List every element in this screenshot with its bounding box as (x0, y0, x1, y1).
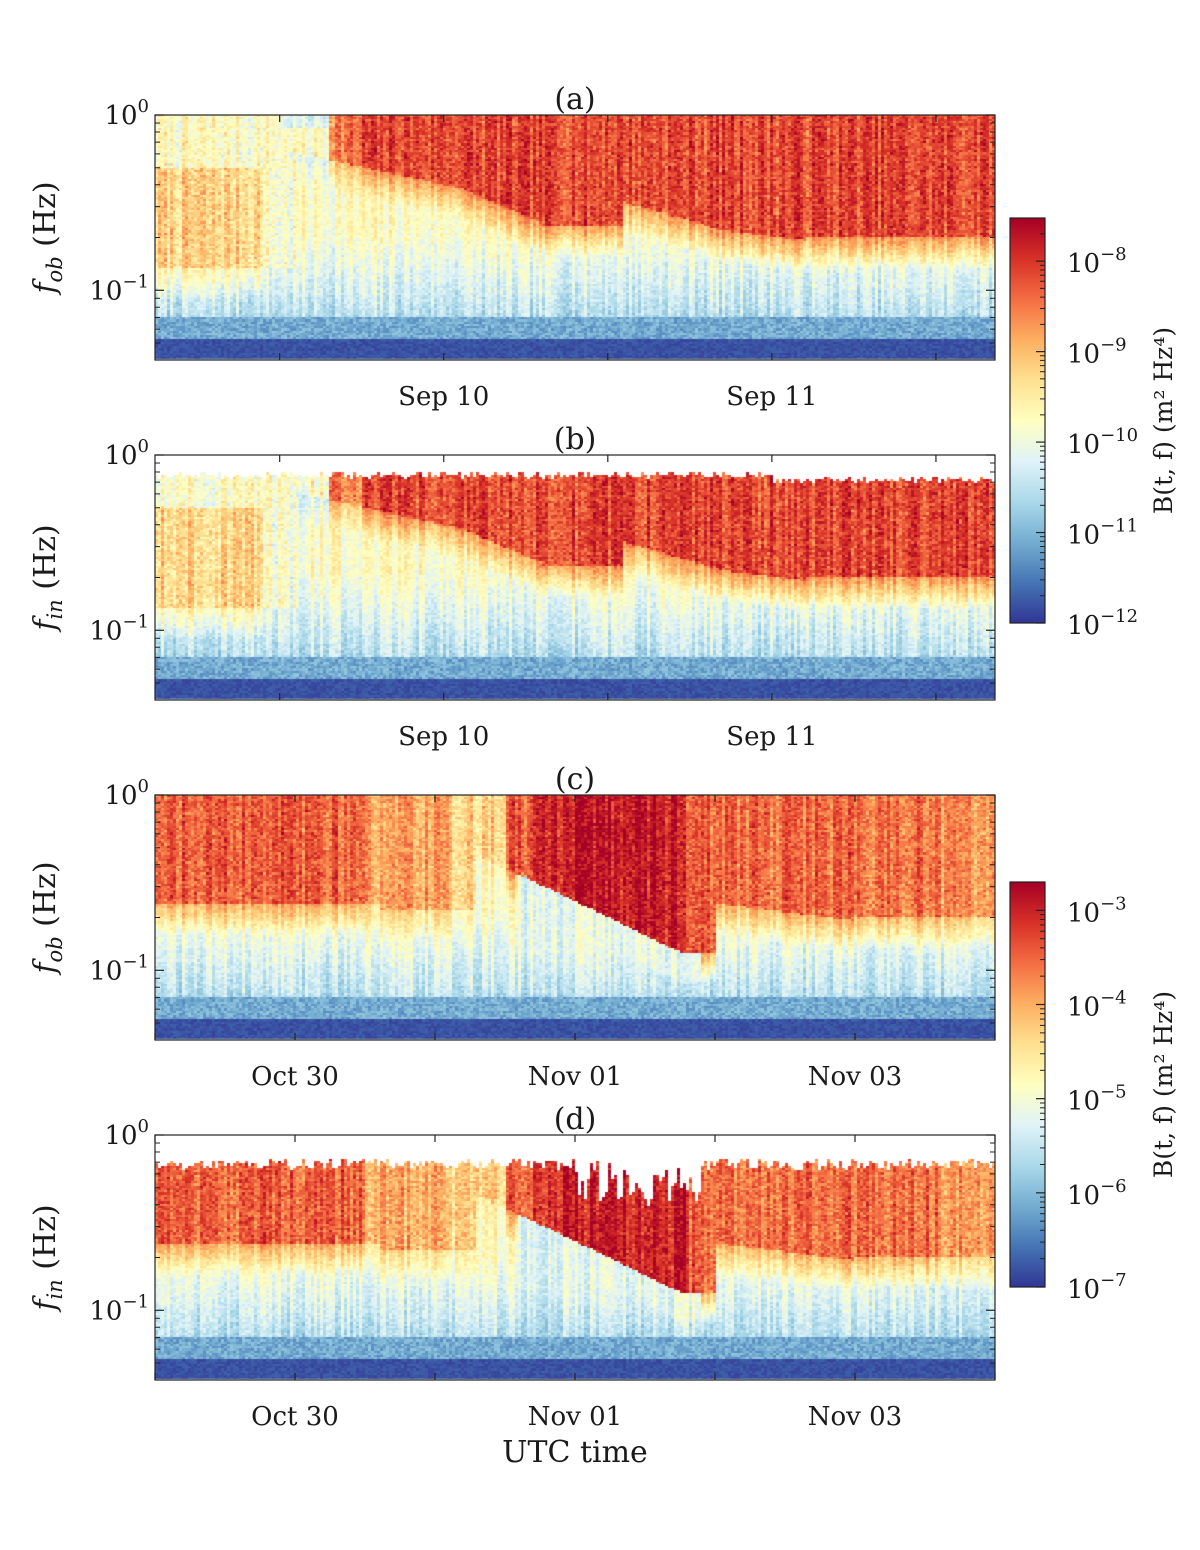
colorbar-tick-label: 10−11 (1067, 516, 1138, 551)
x-tick-label: Nov 03 (808, 1402, 902, 1432)
panel-title: (d) (554, 1102, 597, 1137)
y-minor-ticks (155, 802, 995, 1024)
y-axis-title: fin (Hz) (28, 524, 67, 632)
y-tick-label: 10−1 (89, 951, 149, 986)
y-minor-ticks (155, 462, 995, 684)
y-axis-title: fob (Hz) (28, 861, 67, 975)
colorbar-tick-label: 10−7 (1067, 1270, 1127, 1305)
colorbar-2: 10−3 10−4 10−5 10−6 10−7 B(t, f) (m² Hz⁴) (1009, 881, 1178, 1305)
x-axis-title: UTC time (502, 1435, 648, 1470)
x-tick-label: Nov 01 (528, 1062, 622, 1092)
colorbar-tick-label: 10−3 (1067, 893, 1127, 928)
y-tick-label: 100 (104, 96, 149, 131)
colorbar-tick-label: 10−5 (1067, 1082, 1127, 1117)
heatmap-image (155, 1135, 995, 1380)
x-tick-label: Sep 11 (726, 722, 817, 752)
y-tick-label: 100 (104, 436, 149, 471)
colorbar-gradient (1009, 217, 1046, 624)
colorbar-label: B(t, f) (m² Hz⁴) (1149, 327, 1178, 514)
panel-d: 100 10−1 Oct 30 Nov 01 Nov 03 (d) fin (Hz) (28, 1102, 996, 1432)
x-tick-label: Nov 01 (528, 1402, 622, 1432)
colorbar-gradient (1009, 881, 1046, 1288)
heatmap-image (155, 455, 995, 700)
y-minor-ticks (155, 1142, 995, 1364)
heatmap-image (155, 795, 995, 1040)
y-tick-label: 10−1 (89, 611, 149, 646)
panels: 100 10−1 Sep 10 Sep 11 (a) fob (Hz) 100 10−1 Sep… (28, 82, 996, 1432)
heatmap-image (155, 115, 995, 360)
y-tick-label: 10−1 (89, 1291, 149, 1326)
panel-b: 100 10−1 Sep 10 Sep 11 (b) fin (Hz) (28, 422, 996, 752)
panel-title: (c) (555, 762, 595, 797)
x-tick-label: Oct 30 (251, 1062, 339, 1092)
x-tick-label: Oct 30 (251, 1402, 339, 1432)
colorbar-tick-label: 10−12 (1067, 606, 1138, 641)
x-tick-label: Sep 10 (398, 722, 489, 752)
y-axis-title: fin (Hz) (28, 1204, 67, 1312)
y-minor-ticks (155, 122, 995, 344)
x-tick-label: Nov 03 (808, 1062, 902, 1092)
colorbar-tick-label: 10−10 (1067, 425, 1138, 460)
colorbar-label: B(t, f) (m² Hz⁴) (1149, 991, 1178, 1178)
panel-c: 100 10−1 Oct 30 Nov 01 Nov 03 (c) fob (Hz) (28, 762, 996, 1092)
panel-title: (b) (554, 422, 597, 457)
y-tick-label: 100 (104, 1116, 149, 1151)
x-tick-label: Sep 11 (726, 382, 817, 412)
colorbar-tick-label: 10−8 (1067, 244, 1127, 279)
colorbar-tick-label: 10−9 (1067, 335, 1127, 370)
colorbar-tick-label: 10−6 (1067, 1176, 1127, 1211)
y-tick-label: 10−1 (89, 271, 149, 306)
y-tick-label: 100 (104, 776, 149, 811)
colorbar-1: 10−8 10−9 10−10 10−11 10−12 B(t, f) (m² Hz⁴) (1009, 217, 1178, 641)
panel-a: 100 10−1 Sep 10 Sep 11 (a) fob (Hz) (28, 82, 996, 412)
panel-title: (a) (554, 82, 595, 117)
y-axis-title: fob (Hz) (28, 181, 67, 295)
x-tick-label: Sep 10 (398, 382, 489, 412)
colorbar-tick-label: 10−4 (1067, 988, 1127, 1023)
